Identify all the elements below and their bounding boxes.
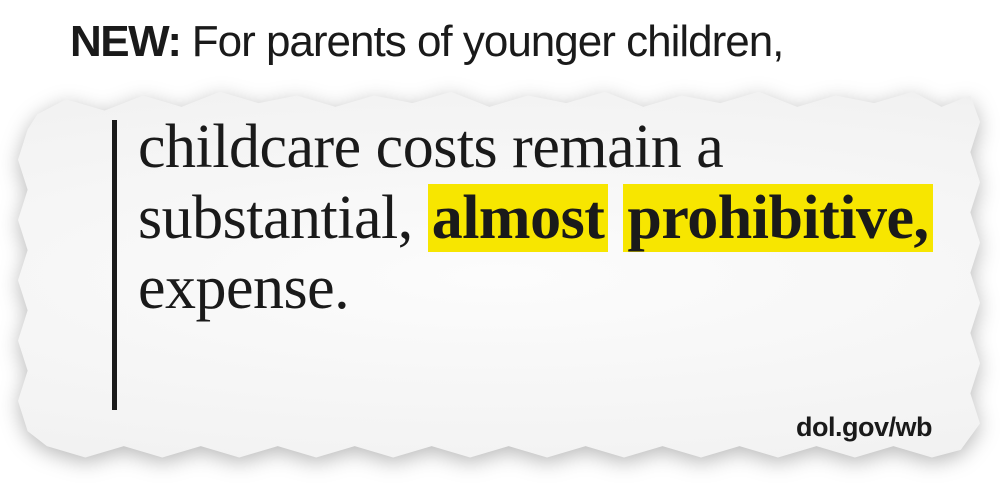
headline: NEW: For parents of younger children, — [70, 18, 960, 66]
quote-highlight-2: prohibitive, — [623, 184, 932, 252]
quote-text: childcare costs remain a substantial, al… — [138, 112, 958, 324]
headline-new-tag: NEW: — [70, 17, 181, 66]
vertical-rule — [112, 120, 117, 410]
quote-highlight-1: almost — [428, 184, 609, 252]
headline-rest: For parents of younger children, — [181, 17, 784, 66]
paper-clipping-bg: childcare costs remain a substantial, al… — [18, 88, 980, 465]
paper-clipping: childcare costs remain a substantial, al… — [18, 88, 980, 465]
source-url: dol.gov/wb — [796, 412, 932, 443]
quote-plain-2: expense. — [138, 254, 349, 322]
